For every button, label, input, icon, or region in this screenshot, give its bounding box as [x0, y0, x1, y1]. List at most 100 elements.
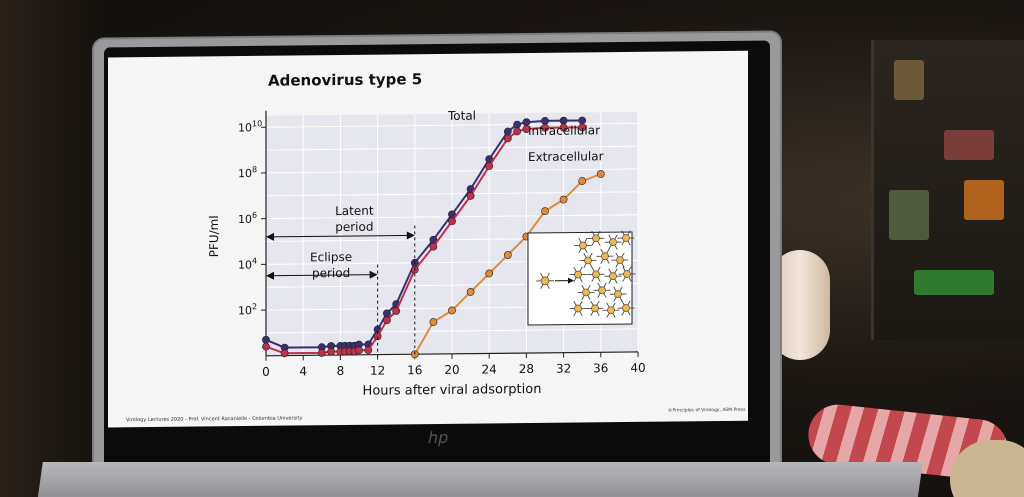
virion-fiber	[603, 282, 607, 288]
data-point-extracellular	[448, 306, 456, 315]
virion-fiber	[612, 312, 616, 318]
data-point-extracellular	[541, 207, 549, 216]
virion-fiber	[606, 259, 610, 264]
period-label: Latent	[335, 204, 374, 218]
virion-fiber	[628, 276, 632, 282]
data-point-extracellular	[503, 251, 512, 259]
virion-fiber	[606, 313, 610, 318]
virion-fiber	[608, 279, 612, 284]
data-point-intracellular	[392, 307, 401, 315]
x-tick-label: 24	[482, 362, 497, 376]
y-tick-label: 1010	[238, 119, 262, 134]
virion-fiber	[621, 262, 625, 268]
virion-fiber	[546, 284, 550, 289]
virion-fiber	[614, 244, 618, 250]
data-point-intracellular	[448, 217, 456, 226]
data-point-total	[503, 127, 512, 136]
laptop-logo: hp	[428, 427, 449, 448]
data-point-intracellular	[559, 123, 568, 132]
virion	[623, 270, 631, 278]
y-axis-label: PFU/ml	[207, 215, 221, 257]
data-point-intracellular	[327, 347, 335, 356]
virion	[614, 290, 622, 298]
virion-fiber	[615, 252, 619, 258]
data-point-intracellular	[541, 123, 549, 132]
virion-fiber	[579, 300, 583, 306]
virion-fiber	[600, 259, 604, 264]
data-point-extracellular	[596, 170, 605, 178]
arrow-head-right	[369, 270, 378, 279]
virion-fiber	[600, 248, 604, 254]
virion-fiber	[621, 252, 625, 258]
virion-fiber	[546, 272, 550, 278]
x-tick-label: 8	[337, 364, 345, 378]
virion-fiber	[587, 284, 591, 290]
inset-arrow-head	[568, 277, 574, 284]
virion	[616, 256, 624, 264]
y-tick-label: 102	[238, 302, 257, 317]
virion-fiber	[597, 277, 601, 282]
x-tick-label: 4	[299, 364, 307, 378]
data-point-intracellular	[364, 346, 373, 355]
laptop: Adenovirus type 5 0 4 8 12 16 20 24 28 32 36 40 102…	[94, 32, 780, 472]
background-lamp	[770, 250, 830, 360]
x-axis-label: Hours after viral adsorption	[363, 382, 542, 399]
annotation-layer: Total Intracellular Extracellular Latent per…	[266, 109, 604, 357]
virion-fiber	[628, 266, 632, 272]
data-point-intracellular	[466, 192, 475, 200]
data-point-total	[382, 309, 391, 318]
virion-fiber	[614, 234, 618, 240]
virion-fiber	[597, 282, 601, 288]
virion	[609, 272, 617, 281]
shelf-item	[964, 180, 1004, 220]
virion-fiber	[540, 272, 544, 278]
virion-fiber	[591, 266, 595, 272]
laptop-keyboard	[37, 462, 923, 497]
shelf-item	[914, 270, 994, 295]
virion-fiber	[615, 262, 619, 268]
virion-fiber	[581, 295, 585, 301]
virion-fiber	[579, 311, 583, 317]
virion-fiber	[627, 230, 631, 236]
virion-fiber	[627, 300, 631, 306]
virion-fiber	[622, 276, 626, 282]
chart-title: Adenovirus type 5	[268, 70, 422, 90]
virion	[579, 241, 587, 250]
virion-fiber	[597, 230, 601, 236]
virion-fiber	[573, 311, 577, 317]
virion-fiber	[621, 310, 625, 316]
virion-fiber	[613, 286, 617, 292]
x-tick-label: 32	[556, 362, 571, 376]
background-wall	[0, 0, 110, 497]
virion	[622, 234, 630, 242]
data-point-extracellular	[559, 195, 568, 204]
virion-fiber	[612, 302, 616, 308]
x-tick-label: 0	[262, 365, 270, 379]
footer-left: Virology Lectures 2020 - Prof. Vincent R…	[126, 415, 303, 423]
virion	[622, 304, 630, 312]
virion-fiber	[619, 286, 623, 292]
virion-fiber	[584, 248, 588, 253]
virion-fiber	[596, 300, 600, 306]
shelf-item	[889, 190, 929, 240]
foreground-cup	[950, 440, 1024, 497]
virion-fiber	[591, 230, 595, 236]
adenovirus-inset	[527, 230, 636, 326]
arrow-head-left	[266, 232, 274, 241]
virion-fiber	[614, 278, 618, 284]
virion-fiber	[622, 266, 626, 272]
data-point-intracellular	[485, 162, 494, 170]
shelf-item	[894, 60, 924, 100]
virion-fiber	[573, 277, 577, 283]
virion	[574, 270, 582, 279]
data-point-extracellular	[578, 177, 587, 185]
x-tick-label: 20	[444, 363, 459, 377]
label-total: Total	[447, 109, 476, 123]
virion-fiber	[589, 252, 593, 258]
virion	[591, 304, 599, 313]
footer-right: ©Principles of Virology, ASM Press	[668, 406, 746, 414]
grid-line-h	[266, 145, 638, 151]
data-point-total	[513, 120, 521, 129]
virion-fiber	[606, 302, 610, 308]
virion	[574, 304, 582, 313]
